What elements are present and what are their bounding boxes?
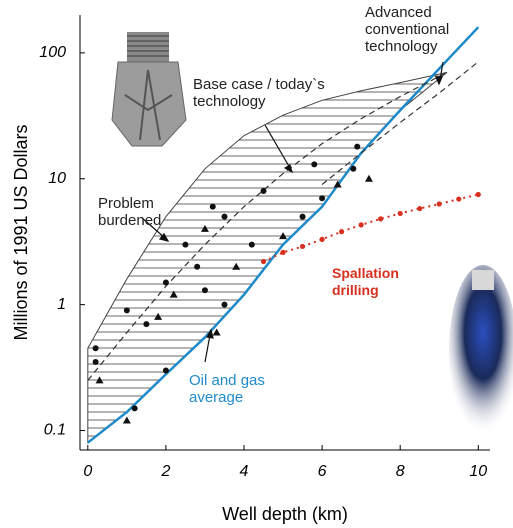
annotation-arrows xyxy=(141,61,444,363)
data-point xyxy=(122,416,131,424)
data-point xyxy=(319,236,325,242)
data-point xyxy=(354,143,361,150)
data-point xyxy=(221,301,228,308)
data-point xyxy=(123,307,130,314)
y-tick-label: 100 xyxy=(39,44,66,61)
x-tick-label: 4 xyxy=(240,463,249,480)
x-tick-label: 10 xyxy=(469,463,487,480)
plot: 0.1 1 10 100 0 2 4 6 8 10 Well depth (km) Millions … xyxy=(11,15,490,524)
y-axis-label: Millions of 1991 US Dollars xyxy=(11,124,31,340)
data-point xyxy=(280,249,286,255)
data-point xyxy=(131,405,138,412)
flame-image xyxy=(449,265,513,435)
data-point xyxy=(279,232,288,240)
data-point xyxy=(299,243,306,250)
legend-label: Oil and gas average xyxy=(189,372,265,406)
series-line xyxy=(87,26,480,444)
x-tick-label: 8 xyxy=(396,463,405,480)
legend-label: Spallation drilling xyxy=(332,265,399,298)
data-point xyxy=(221,213,228,220)
data-point xyxy=(417,205,423,212)
data-point xyxy=(162,279,169,286)
annotation: Problem burdened xyxy=(98,195,162,229)
data-point xyxy=(95,376,104,384)
data-point xyxy=(182,241,189,248)
series-line xyxy=(263,193,479,263)
data-point xyxy=(475,191,481,198)
data-point xyxy=(232,262,241,270)
x-tick-label: 0 xyxy=(83,463,92,480)
data-point xyxy=(92,359,99,366)
data-point xyxy=(364,174,373,182)
y-tick-label: 1 xyxy=(57,296,66,313)
data-point xyxy=(299,213,306,220)
data-point xyxy=(248,241,255,248)
data-point xyxy=(212,328,221,336)
data-point xyxy=(456,196,462,202)
x-tick-label: 6 xyxy=(318,463,327,480)
data-point xyxy=(350,165,357,172)
data-point xyxy=(358,222,364,228)
data-point xyxy=(154,312,163,320)
data-point xyxy=(200,224,209,232)
x-axis-label: Well depth (km) xyxy=(222,504,348,524)
data-point xyxy=(436,201,442,207)
data-point xyxy=(339,229,345,235)
data-point xyxy=(319,195,326,202)
data-point xyxy=(194,263,201,270)
legend-label: Base case / today`s technology xyxy=(193,76,325,110)
y-tick-label: 10 xyxy=(48,170,66,187)
legend-label: Advanced conventional technology xyxy=(365,4,450,55)
series-line xyxy=(87,71,448,381)
data-point xyxy=(201,287,208,294)
y-tick-label: 0.1 xyxy=(44,422,66,439)
data-point xyxy=(378,216,384,222)
data-point xyxy=(260,258,267,265)
data-point xyxy=(169,290,178,298)
data-point xyxy=(397,210,403,217)
series-line xyxy=(321,61,479,185)
data-point xyxy=(333,180,342,188)
data-point xyxy=(311,161,318,168)
data-point xyxy=(209,203,216,210)
data-point xyxy=(92,345,99,352)
x-tick-label: 2 xyxy=(160,463,170,480)
data-point xyxy=(260,187,267,194)
data-point xyxy=(143,321,150,328)
drill-bit-image xyxy=(111,32,187,147)
data-point xyxy=(162,367,169,374)
